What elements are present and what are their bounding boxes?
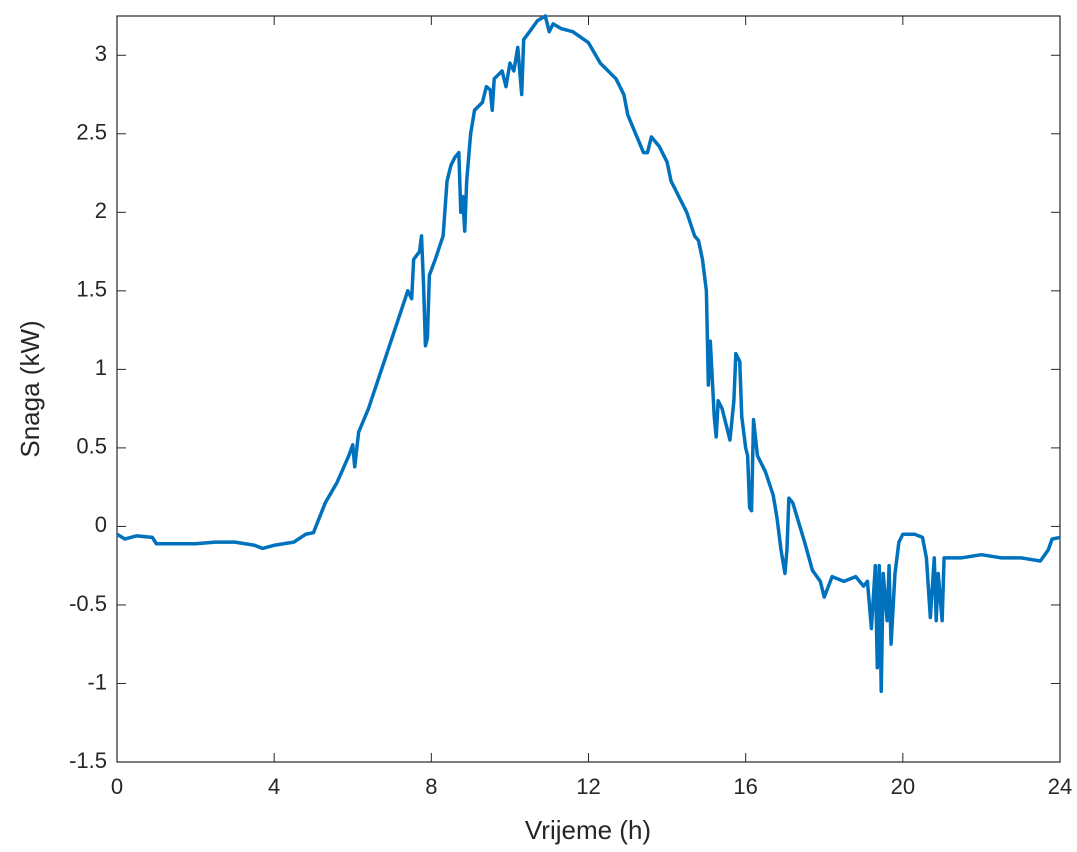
y-tick-label: 2 xyxy=(95,198,107,223)
x-tick-label: 24 xyxy=(1048,774,1072,799)
y-tick-label: -1 xyxy=(87,669,107,694)
x-tick-label: 16 xyxy=(733,774,757,799)
x-tick-label: 4 xyxy=(268,774,280,799)
y-tick-label: 0.5 xyxy=(76,434,107,459)
y-tick-label: -1.5 xyxy=(69,748,107,773)
x-tick-label: 8 xyxy=(425,774,437,799)
y-tick-label: 1.5 xyxy=(76,277,107,302)
x-tick-label: 20 xyxy=(891,774,915,799)
axes-box xyxy=(116,15,1061,763)
x-axis-label: Vrijeme (h) xyxy=(525,815,651,845)
y-tick-label: 0 xyxy=(95,512,107,537)
y-tick-label: -0.5 xyxy=(69,591,107,616)
y-tick-label: 3 xyxy=(95,41,107,66)
x-tick-label: 0 xyxy=(111,774,123,799)
y-tick-label: 1 xyxy=(95,355,107,380)
y-axis-label: Snaga (kW) xyxy=(15,320,45,457)
data-line xyxy=(116,14,1061,694)
x-tick-label: 12 xyxy=(576,774,600,799)
y-tick-label: 2.5 xyxy=(76,120,107,145)
